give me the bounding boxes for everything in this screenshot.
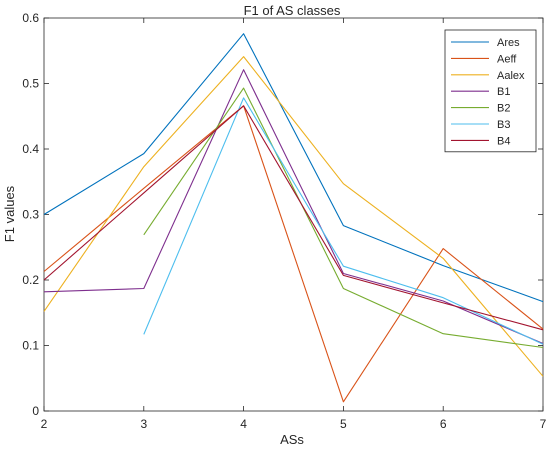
series-line-ares <box>43 33 544 303</box>
y-tick-label: 0.6 <box>22 11 39 25</box>
x-tick-label: 4 <box>240 417 247 431</box>
y-tick-label: 0 <box>32 404 39 418</box>
x-tick-label: 6 <box>440 417 447 431</box>
legend-label: Aalex <box>497 70 525 82</box>
legend-label: B4 <box>497 135 510 147</box>
chart-title: F1 of AS classes <box>244 3 341 18</box>
y-axis-label: F1 values <box>2 185 17 242</box>
legend-label: B2 <box>497 103 510 115</box>
y-tick-label: 0.4 <box>22 142 39 156</box>
legend-label: B1 <box>497 86 510 98</box>
legend-label: B3 <box>497 119 510 131</box>
series-line-b3 <box>143 97 544 345</box>
x-tick-label: 3 <box>140 417 147 431</box>
series-line-aalex <box>43 56 544 377</box>
x-tick-label: 5 <box>340 417 347 431</box>
plot-area: 2 3 4 5 6 7 0 0.1 0.2 0.3 0.4 0.5 0.6 <box>22 11 546 431</box>
legend: Ares Aeff Aalex B1 B2 B3 B4 <box>444 29 537 153</box>
series-line-aeff <box>43 105 544 403</box>
y-tick-label: 0.1 <box>22 339 39 353</box>
x-axis-label: ASs <box>280 432 304 447</box>
series-line-b1 <box>43 69 544 345</box>
y-tick-label: 0.5 <box>22 77 39 91</box>
x-tick-label: 7 <box>540 417 547 431</box>
y-tick-label: 0.3 <box>22 208 39 222</box>
series-line-b2 <box>143 87 544 349</box>
x-tick-label: 2 <box>41 417 48 431</box>
series-line-b4 <box>43 105 544 331</box>
legend-label: Aeff <box>497 53 517 65</box>
y-tick-label: 0.2 <box>22 273 39 287</box>
legend-label: Ares <box>497 37 520 49</box>
